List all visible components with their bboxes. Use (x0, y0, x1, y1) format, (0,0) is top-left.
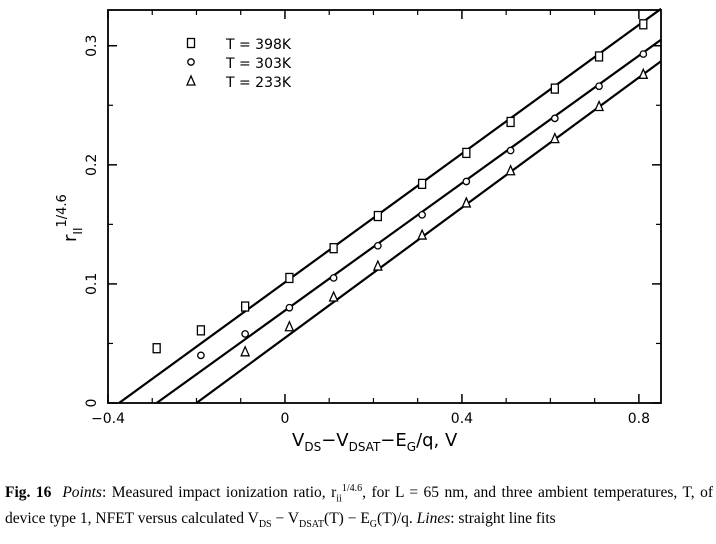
data-point-triangle (328, 290, 339, 302)
data-point-circle (506, 146, 515, 155)
data-point-circle (241, 330, 249, 338)
x-tick-label: 0 (280, 411, 289, 427)
y-axis-title: rII1/4.6 (55, 194, 85, 242)
figure-caption: Fig. 16 Points: Measured impact ionizati… (5, 483, 714, 531)
data-point-square (329, 243, 338, 254)
data-point-triangle (372, 259, 383, 271)
legend-marker-circle (187, 58, 195, 66)
data-point-square (196, 325, 206, 336)
fit-line (118, 7, 662, 404)
data-point-triangle (638, 67, 649, 79)
x-axis-title: VDS−VDSAT−EG/q, V (292, 430, 458, 454)
y-tick-label: 0 (84, 399, 100, 408)
legend-label: T = 398K (225, 37, 292, 53)
data-point-triangle (284, 320, 295, 332)
data-point-triangle (417, 228, 428, 240)
data-point-square (594, 51, 604, 62)
data-point-circle (462, 177, 471, 186)
x-tick-label: −0.4 (91, 411, 125, 427)
legend-marker-triangle (185, 74, 197, 86)
data-point-circle (418, 210, 426, 219)
y-tick-label: 0.1 (84, 273, 100, 295)
data-point-circle (285, 303, 294, 312)
data-point-triangle (240, 345, 251, 357)
data-point-square (285, 272, 294, 284)
data-point-circle (550, 114, 559, 123)
data-point-circle (197, 351, 205, 360)
fit-line (156, 38, 662, 404)
fit-line (195, 60, 662, 404)
data-point-triangle (505, 164, 516, 176)
data-point-circle (639, 50, 648, 58)
data-point-square (550, 83, 559, 94)
data-point-circle (595, 82, 603, 91)
y-tick-label: 0.3 (84, 35, 100, 57)
plot-frame (107, 9, 662, 404)
data-point-triangle (461, 196, 472, 208)
data-point-triangle (549, 132, 560, 144)
x-tick-label: 0.4 (451, 411, 473, 427)
data-point-square (240, 301, 250, 312)
data-point-square (373, 210, 383, 222)
data-point-square (462, 147, 471, 159)
data-point-square (417, 178, 427, 190)
legend-marker-square (186, 37, 196, 49)
chart: −0.4 0 0.4 0.8 0 0.1 0.2 0.3 T = 398K T = 303K T … (55, 7, 662, 454)
data-point-square (152, 343, 161, 354)
x-tick-label: 0.8 (628, 411, 650, 427)
legend-label: T = 233K (225, 75, 292, 91)
data-point-triangle (594, 99, 605, 112)
data-point-circle (329, 274, 338, 282)
data-point-square (506, 116, 515, 128)
y-tick-label: 0.2 (84, 154, 100, 176)
data-point-square (639, 19, 648, 30)
legend-label: T = 303K (225, 56, 292, 72)
data-point-circle (374, 241, 382, 250)
